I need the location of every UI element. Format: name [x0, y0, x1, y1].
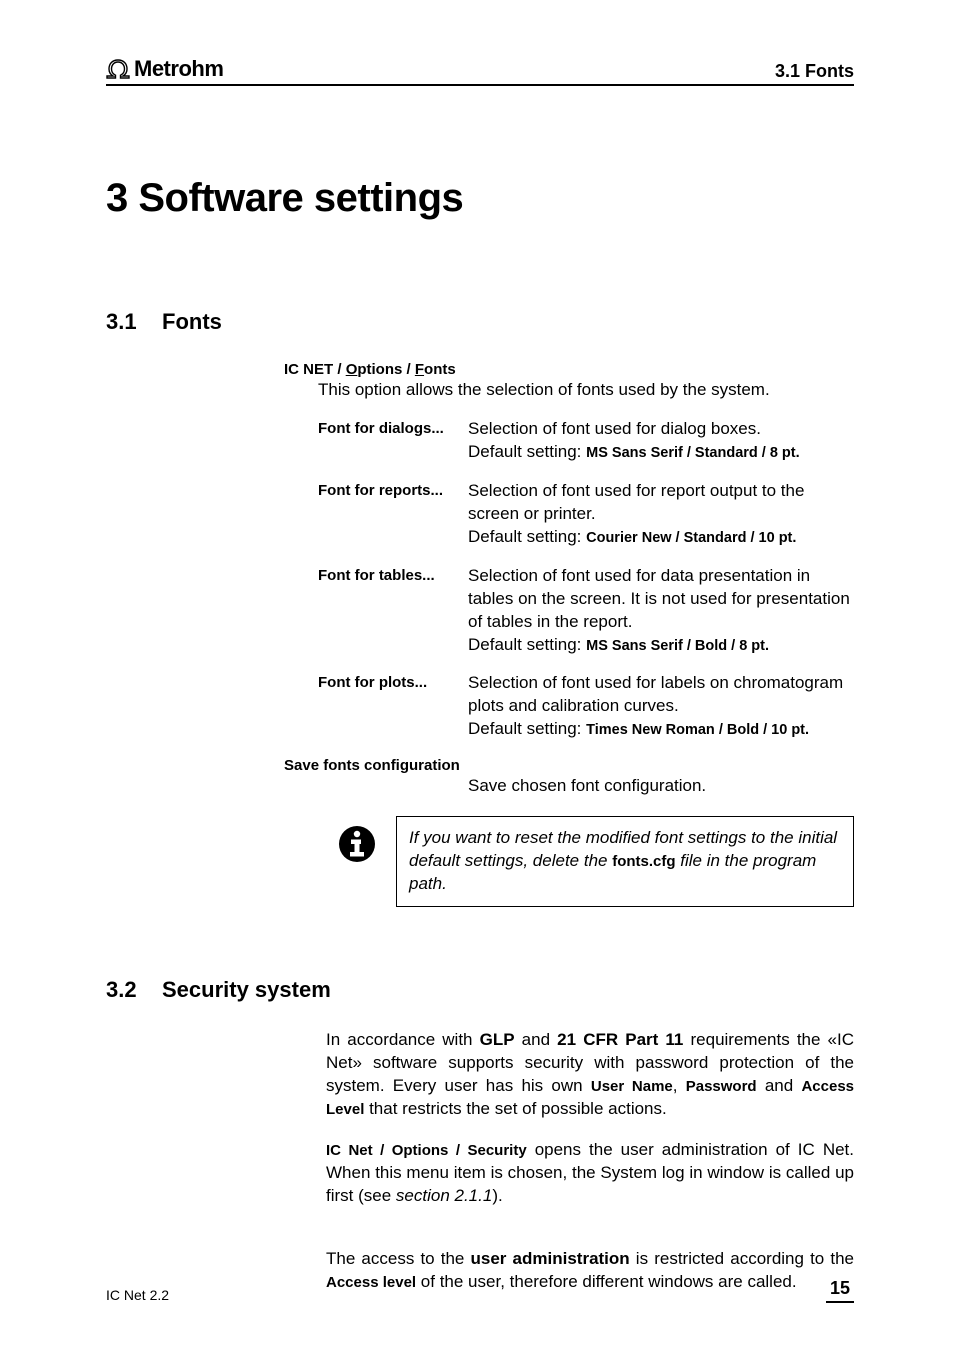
section-3-1-heading: 3.1 Fonts [106, 309, 854, 335]
brand-logo: Metrohm [106, 56, 223, 82]
font-dialogs-term: Font for dialogs... [318, 418, 468, 464]
brand-text: Metrohm [134, 56, 223, 82]
font-dialogs-default-prefix: Default setting: [468, 442, 586, 461]
font-plots-default-value: Times New Roman / Bold / 10 pt. [586, 722, 809, 738]
header-section-ref: 3.1 Fonts [775, 61, 854, 82]
section-number-32: 3.2 [106, 977, 162, 1003]
menu-path-app: IC NET [284, 361, 333, 378]
info-note-text: If you want to reset the modified font s… [396, 816, 854, 907]
font-tables-default-prefix: Default setting: [468, 635, 586, 654]
info-icon [318, 816, 396, 907]
font-plots-term: Font for plots... [318, 672, 468, 741]
info-note: If you want to reset the modified font s… [318, 816, 854, 907]
menu-options-underline: O [346, 361, 358, 378]
menu-path-sep2: / [402, 361, 415, 378]
p1-a: In accordance with [326, 1030, 480, 1049]
menu-fonts-underline: F [415, 361, 424, 378]
font-tables-default-value: MS Sans Serif / Bold / 8 pt. [586, 638, 769, 654]
page-number: 15 [826, 1278, 854, 1303]
menu-fonts-rest: onts [424, 361, 456, 378]
p2-close: ). [492, 1186, 502, 1205]
font-plots-default-prefix: Default setting: [468, 719, 586, 738]
font-tables-row: Font for tables... Selection of font use… [318, 565, 854, 657]
footer-product: IC Net 2.2 [106, 1287, 169, 1303]
section-3-2-heading: 3.2 Security system [106, 977, 854, 1003]
security-paragraph-1: In accordance with GLP and 21 CFR Part 1… [326, 1029, 854, 1121]
page-footer: IC Net 2.2 15 [106, 1278, 854, 1303]
font-dialogs-text: Selection of font used for dialog boxes. [468, 419, 761, 438]
menu-path: IC NET / Options / Fonts [284, 361, 854, 378]
font-reports-text: Selection of font used for report output… [468, 481, 804, 523]
omega-icon [106, 59, 130, 79]
save-fonts-label: Save fonts configuration [284, 757, 854, 774]
font-dialogs-default-value: MS Sans Serif / Standard / 8 pt. [586, 445, 800, 461]
p1-and: and [757, 1076, 802, 1095]
p1-glp: GLP [480, 1030, 515, 1049]
font-reports-row: Font for reports... Selection of font us… [318, 480, 854, 549]
font-tables-term: Font for tables... [318, 565, 468, 657]
p3-b: is restricted according to the [630, 1249, 854, 1268]
page-header: Metrohm 3.1 Fonts [106, 56, 854, 86]
note-filename: fonts.cfg [612, 853, 675, 870]
p1-b: and [515, 1030, 558, 1049]
p2-path: IC Net / Options / Security [326, 1142, 527, 1159]
font-dialogs-row: Font for dialogs... Selection of font us… [318, 418, 854, 464]
section-title-32: Security system [162, 977, 331, 1003]
menu-path-sep1: / [333, 361, 346, 378]
save-fonts-desc: Save chosen font configuration. [468, 776, 854, 796]
font-tables-text: Selection of font used for data presenta… [468, 566, 850, 631]
p3-useradmin: user administration [471, 1249, 630, 1268]
menu-options-rest: ptions [357, 361, 402, 378]
p1-d: that restricts the set of possible actio… [364, 1099, 666, 1118]
font-reports-desc: Selection of font used for report output… [468, 480, 854, 549]
p1-password: Password [686, 1078, 757, 1095]
font-reports-term: Font for reports... [318, 480, 468, 549]
section-number: 3.1 [106, 309, 162, 335]
p1-cfr: 21 CFR Part 11 [557, 1030, 683, 1049]
font-plots-desc: Selection of font used for labels on chr… [468, 672, 854, 741]
font-reports-default-prefix: Default setting: [468, 527, 586, 546]
font-dialogs-desc: Selection of font used for dialog boxes.… [468, 418, 800, 464]
p2-ref: section 2.1.1 [396, 1186, 492, 1205]
p3-a: The access to the [326, 1249, 471, 1268]
chapter-title: 3 Software settings [106, 176, 854, 221]
font-reports-default-value: Courier New / Standard / 10 pt. [586, 530, 796, 546]
section-title: Fonts [162, 309, 222, 335]
fonts-intro-text: This option allows the selection of font… [318, 380, 854, 400]
security-paragraph-2: IC Net / Options / Security opens the us… [326, 1139, 854, 1208]
font-plots-text: Selection of font used for labels on chr… [468, 673, 843, 715]
font-tables-desc: Selection of font used for data presenta… [468, 565, 854, 657]
p1-username: User Name [591, 1078, 673, 1095]
font-plots-row: Font for plots... Selection of font used… [318, 672, 854, 741]
p1-comma1: , [673, 1076, 686, 1095]
